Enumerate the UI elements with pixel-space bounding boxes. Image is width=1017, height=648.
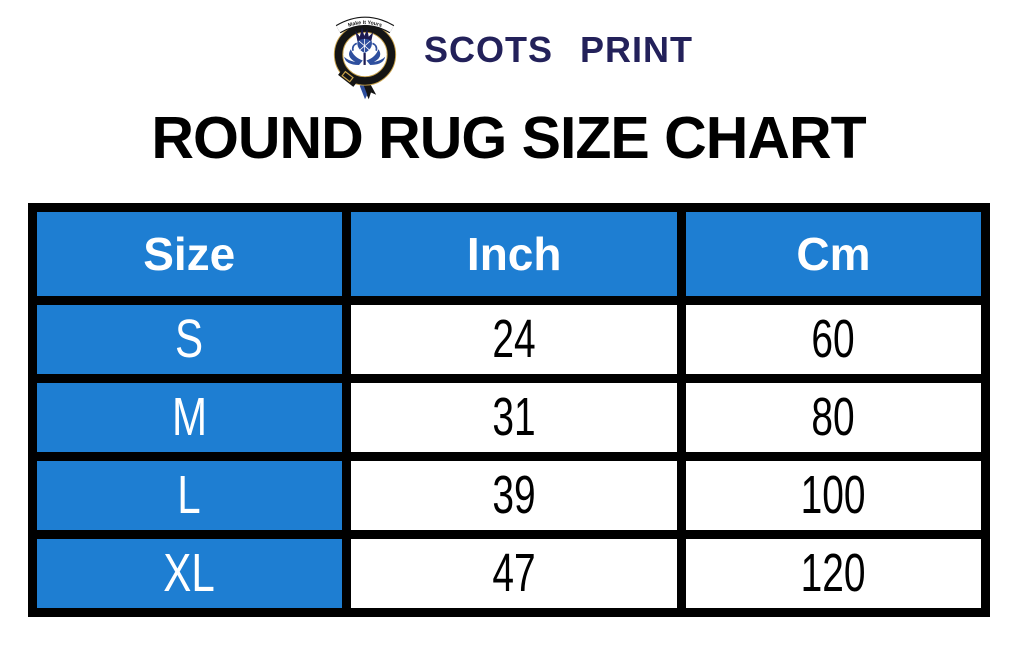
- cm-cell: 100: [677, 451, 990, 539]
- cm-cell: 80: [677, 373, 990, 461]
- table-row-s: S 24 60: [27, 295, 990, 383]
- inch-cell: 31: [341, 373, 687, 461]
- inch-cell: 47: [341, 529, 687, 617]
- thistle-icon: [344, 27, 386, 65]
- crest-buckle: [338, 67, 359, 87]
- crest-motto-text: Make It Yours: [347, 20, 382, 29]
- size-cell: M: [27, 373, 351, 461]
- table-row-xl: XL 47 120: [27, 529, 990, 617]
- inch-cell: 39: [341, 451, 687, 539]
- brand-wordmark: SCOTS PRINT: [423, 29, 693, 70]
- svg-text:Make It Yours: Make It Yours: [347, 20, 382, 29]
- crest-inner-gold-ring: [342, 31, 388, 78]
- scots-print-crest-logo: Make It Yours: [333, 16, 397, 100]
- brand-header: Make It Yours SCOTS PRINT: [0, 8, 1017, 104]
- crest-motto-banner: Make It Yours: [335, 16, 395, 34]
- crest-tassel: [359, 82, 368, 100]
- size-cell: XL: [27, 529, 351, 617]
- size-cell: S: [27, 295, 351, 383]
- size-cell: L: [27, 451, 351, 539]
- cm-cell: 60: [677, 295, 990, 383]
- column-header-cm: Cm: [677, 202, 990, 305]
- column-header-size: Size: [27, 202, 351, 305]
- table-row-m: M 31 80: [27, 373, 990, 461]
- size-chart-table: Size Inch Cm S 24 60 M 31 80 L 39 100 XL…: [27, 202, 990, 617]
- inch-cell: 24: [341, 295, 687, 383]
- table-row-l: L 39 100: [27, 451, 990, 539]
- cm-cell: 120: [677, 529, 990, 617]
- table-header-row: Size Inch Cm: [27, 202, 990, 305]
- column-header-inch: Inch: [341, 202, 687, 305]
- page-title: ROUND RUG SIZE CHART: [151, 105, 866, 171]
